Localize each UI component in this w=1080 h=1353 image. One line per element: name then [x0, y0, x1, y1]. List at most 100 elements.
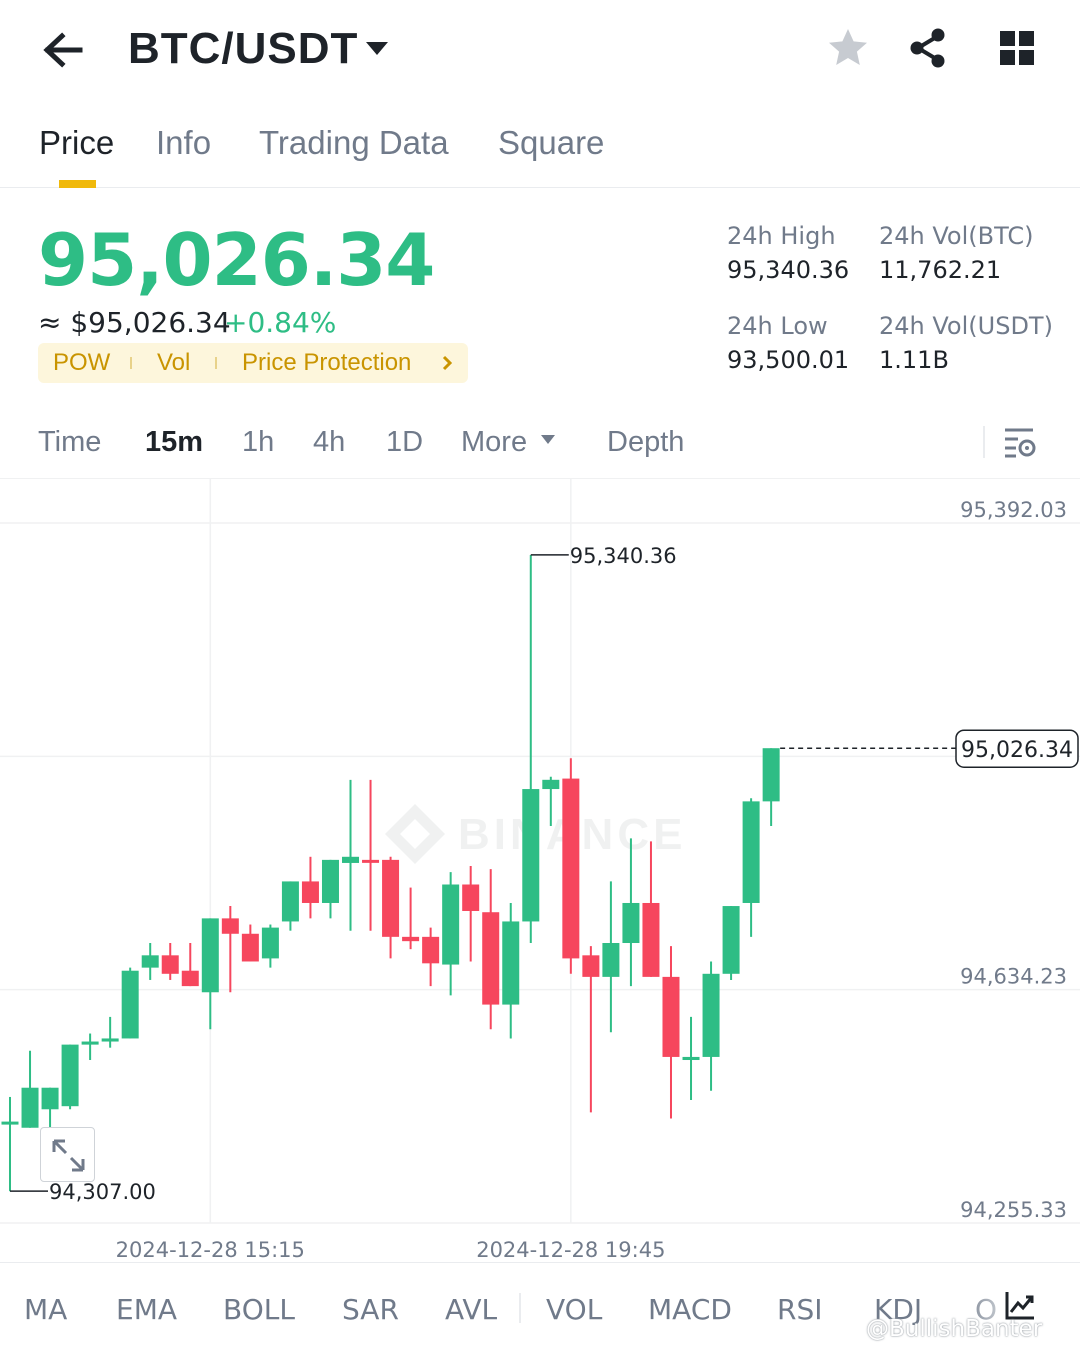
- interval-4h[interactable]: 4h: [313, 426, 346, 458]
- candle-body: [562, 778, 580, 959]
- last-price-axis-label: 95,026.34: [961, 738, 1073, 763]
- usd-price: ≈ $95,026.34: [38, 306, 231, 339]
- max-price-label: 95,340.36: [570, 544, 677, 568]
- candle-body: [382, 859, 400, 937]
- candle-body: [201, 918, 219, 993]
- section-tabs: Price Info Trading Data Square: [0, 112, 1080, 188]
- tag-vol[interactable]: Vol: [157, 349, 191, 376]
- high-value: 95,340.36: [727, 256, 850, 284]
- last-price-box: [955, 729, 1079, 768]
- active-tab-indicator: [59, 180, 96, 188]
- back-arrow-icon[interactable]: [40, 28, 86, 72]
- tab-price[interactable]: Price: [39, 124, 115, 161]
- indicator-chart-icon[interactable]: [1004, 1289, 1036, 1321]
- candle-body: [542, 779, 560, 790]
- low-label: 24h Low: [727, 312, 828, 340]
- vol-btc-label: 24h Vol(BTC): [879, 222, 1034, 250]
- y-axis-tick-label: 94,634.23: [960, 965, 1067, 989]
- tag-divider: [130, 357, 132, 369]
- candle-body: [582, 955, 600, 977]
- candlestick-chart[interactable]: 95,392.03 94,634.23 94,255.33 2024-12-28 15…: [0, 478, 1080, 1262]
- share-icon[interactable]: [906, 26, 950, 70]
- candle-body: [442, 884, 460, 965]
- high-label: 24h High: [727, 222, 836, 250]
- candle-body: [321, 859, 339, 903]
- candle-body: [622, 902, 640, 944]
- star-icon[interactable]: [826, 26, 870, 70]
- vol-usdt-label: 24h Vol(USDT): [879, 312, 1053, 340]
- low-value: 93,500.01: [727, 346, 850, 374]
- min-price-label: 94,307.00: [49, 1180, 156, 1204]
- indicator-sar[interactable]: SAR: [342, 1293, 399, 1326]
- candle-body: [482, 912, 500, 1005]
- candle-body: [342, 856, 360, 863]
- candle-body: [141, 955, 159, 968]
- candle-body: [402, 936, 420, 942]
- candle-body: [602, 943, 620, 977]
- divider: [519, 1293, 521, 1323]
- candle-body: [81, 1041, 99, 1045]
- indicator-rsi[interactable]: RSI: [777, 1293, 823, 1326]
- candle-body: [742, 801, 760, 903]
- caret-down-icon[interactable]: [540, 434, 556, 446]
- candle-body: [61, 1044, 79, 1107]
- x-axis-tick-label: 2024-12-28 19:45: [476, 1238, 665, 1262]
- tag-divider: [215, 357, 217, 369]
- candle-body: [462, 884, 480, 911]
- tag-strip[interactable]: POW Vol Price Protection: [38, 343, 468, 383]
- caret-down-icon[interactable]: [364, 38, 390, 58]
- pair-title[interactable]: BTC/USDT: [128, 24, 359, 73]
- candle-body: [261, 927, 279, 959]
- divider: [983, 426, 985, 458]
- indicator-avl[interactable]: AVL: [445, 1293, 498, 1326]
- chart-canvas[interactable]: 95,392.03 94,634.23 94,255.33 2024-12-28 15…: [0, 479, 1080, 1263]
- chevron-right-icon[interactable]: [440, 355, 454, 371]
- candle-body: [362, 859, 380, 863]
- indicator-boll[interactable]: BOLL: [223, 1293, 295, 1326]
- vol-btc-value: 11,762.21: [879, 256, 1002, 284]
- interval-more[interactable]: More: [461, 426, 528, 458]
- tab-square[interactable]: Square: [498, 124, 605, 161]
- interval-1d[interactable]: 1D: [386, 426, 424, 458]
- tab-trading-data[interactable]: Trading Data: [259, 124, 449, 161]
- candle-body: [662, 976, 680, 1057]
- change-percent: +0.84%: [224, 306, 337, 339]
- indicator-kdj[interactable]: KDJ: [874, 1293, 923, 1326]
- chart-settings-icon[interactable]: [1002, 424, 1038, 460]
- interval-1h[interactable]: 1h: [242, 426, 275, 458]
- candle-body: [301, 881, 319, 903]
- expand-icon: [52, 1139, 85, 1172]
- tag-pow[interactable]: POW: [53, 349, 111, 376]
- indicator-macd[interactable]: MACD: [648, 1293, 732, 1326]
- last-price: 95,026.34: [38, 218, 435, 302]
- interval-time[interactable]: Time: [38, 426, 102, 458]
- candle-body: [181, 970, 199, 987]
- candle-body: [241, 933, 259, 962]
- candle-body: [502, 921, 520, 1005]
- indicator-ma[interactable]: MA: [24, 1293, 68, 1326]
- y-axis-tick-label: 94,255.33: [960, 1198, 1067, 1222]
- interval-bar: Time 15m 1h 4h 1D More Depth: [0, 410, 1080, 476]
- candle-body: [642, 902, 660, 977]
- tab-info[interactable]: Info: [156, 124, 212, 161]
- candle-body: [101, 1038, 119, 1042]
- candle-body: [161, 955, 179, 974]
- candle-body: [21, 1087, 39, 1128]
- indicator-ema[interactable]: EMA: [116, 1293, 178, 1326]
- candle-body: [422, 936, 440, 964]
- indicator-bar: MA EMA BOLL SAR AVL VOL MACD RSI KDJ O: [0, 1262, 1080, 1353]
- candle-body: [41, 1087, 59, 1110]
- interval-15m[interactable]: 15m: [145, 426, 204, 458]
- candle-body: [702, 973, 720, 1057]
- expand-chart-button[interactable]: [40, 1127, 95, 1182]
- tag-price-protection[interactable]: Price Protection: [242, 349, 412, 376]
- candle-body: [722, 906, 740, 974]
- scroll-fade: [960, 1263, 1080, 1353]
- interval-depth[interactable]: Depth: [607, 426, 685, 458]
- indicator-vol[interactable]: VOL: [546, 1293, 603, 1326]
- grid-icon[interactable]: [996, 28, 1038, 68]
- candle-body: [522, 789, 540, 922]
- y-axis-tick-label: 95,392.03: [960, 498, 1067, 522]
- x-axis-tick-label: 2024-12-28 15:15: [116, 1238, 305, 1262]
- candle-body: [682, 1056, 700, 1061]
